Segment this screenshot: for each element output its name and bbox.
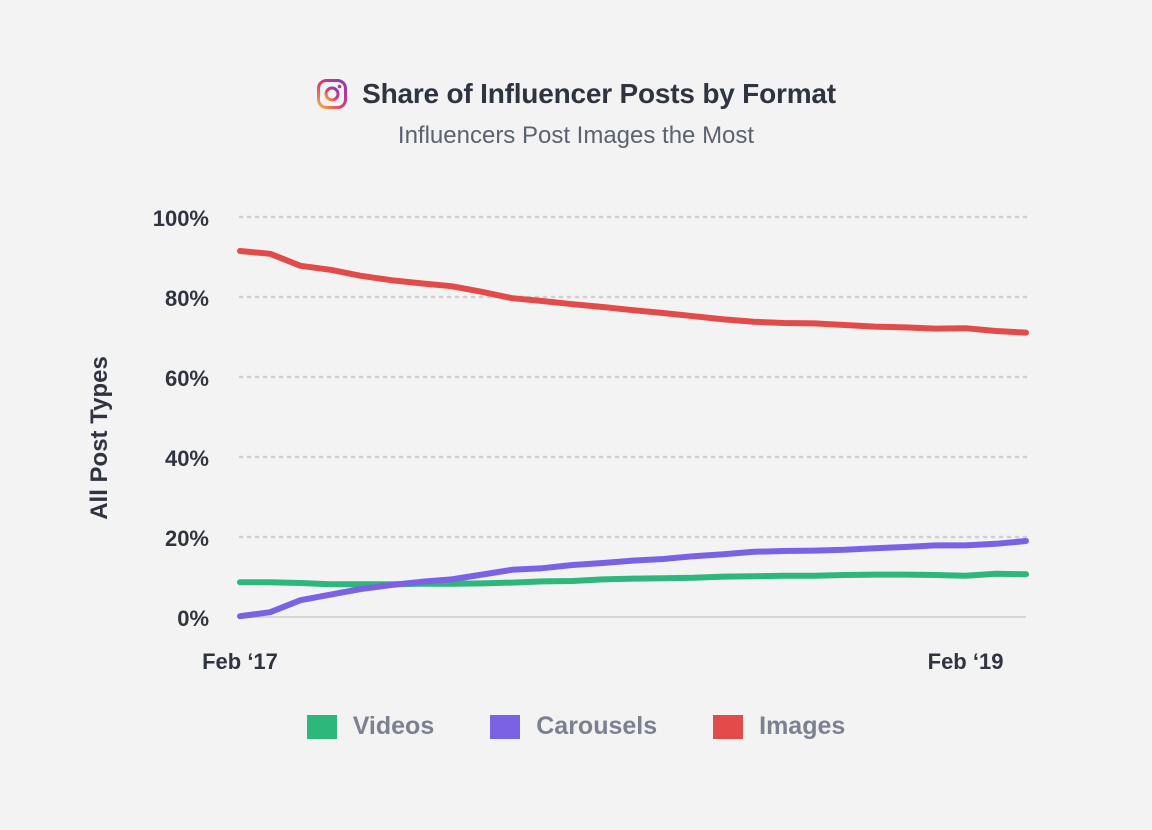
series-layer	[237, 248, 1029, 620]
y-tick-label: 100%	[153, 206, 209, 231]
series-line-videos	[237, 570, 1029, 588]
y-tick-label: 80%	[165, 286, 209, 311]
grid-layer	[238, 215, 1028, 618]
legend-item-carousels[interactable]: Carousels	[490, 712, 657, 741]
title-row: Share of Influencer Posts by Format	[0, 72, 1152, 116]
x-tick-label: Feb ‘19	[928, 649, 1004, 674]
series-line-images	[237, 248, 1029, 336]
chart-legend: Videos Carousels Images	[0, 712, 1152, 741]
y-tick-label: 40%	[165, 446, 209, 471]
legend-label-images: Images	[759, 712, 846, 740]
y-tick-label: 20%	[165, 526, 209, 551]
legend-swatch-images	[713, 714, 744, 739]
legend-label-videos: Videos	[352, 712, 435, 740]
series-line-carousels	[237, 538, 1029, 620]
chart-subtitle: Influencers Post Images the Most	[397, 122, 755, 149]
y-tick-label: 0%	[177, 606, 209, 631]
chart-title: Share of Influencer Posts by Format	[362, 78, 836, 109]
x-tick-label: Feb ‘17	[202, 649, 278, 674]
legend-item-images[interactable]: Images	[713, 712, 845, 741]
y-axis-label: All Post Types	[86, 356, 113, 520]
axis-layer: 0% 20% 40% 60% 80% 100% Feb ‘17 Feb ‘19	[153, 206, 1004, 674]
instagram-icon	[316, 78, 348, 110]
legend-item-videos[interactable]: Videos	[306, 712, 435, 741]
legend-label-carousels: Carousels	[536, 712, 658, 740]
legend-swatch-carousels	[490, 714, 521, 739]
legend-swatch-videos	[306, 714, 337, 739]
chart-header: Share of Influencer Posts by Format Infl…	[0, 72, 1152, 150]
y-tick-label: 60%	[165, 366, 209, 391]
